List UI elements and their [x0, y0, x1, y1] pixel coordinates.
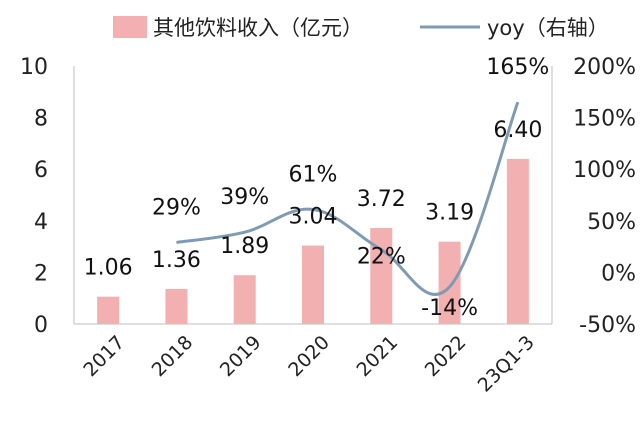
right-tick-label: 150% — [573, 107, 636, 132]
left-tick-label: 6 — [34, 158, 48, 183]
bar — [165, 288, 188, 324]
x-tick-label: 2020 — [284, 331, 334, 381]
right-tick-label: 200% — [573, 55, 636, 80]
right-tick-label: 50% — [587, 210, 636, 235]
yoy-value-label: 22% — [357, 245, 406, 270]
bar-value-label: 6.40 — [493, 118, 542, 143]
bar — [438, 241, 461, 324]
yoy-line — [176, 101, 520, 296]
left-tick-label: 8 — [34, 107, 48, 132]
bar — [233, 275, 256, 324]
yoy-line-path — [176, 101, 520, 296]
x-tick-label: 2022 — [421, 331, 471, 381]
bar-value-label: 3.04 — [289, 205, 338, 230]
bar — [506, 158, 529, 324]
data-labels: 1.06 1.36 1.89 3.04 3.72 3.19 6.40 29% 39% 61% 22%… — [84, 55, 550, 321]
yoy-value-label: 29% — [152, 195, 201, 220]
bars — [97, 158, 529, 324]
legend-swatch-bar — [113, 16, 147, 38]
bar-value-label: 3.72 — [357, 187, 406, 212]
yoy-value-label: 61% — [289, 162, 338, 187]
bar-value-label: 1.06 — [84, 256, 133, 281]
right-tick-label: -50% — [579, 313, 636, 338]
bar-value-label: 3.19 — [425, 201, 474, 226]
left-tick-label: 4 — [34, 210, 48, 235]
bar — [97, 296, 120, 324]
bar — [370, 228, 393, 324]
x-tick-label: 2019 — [216, 331, 266, 381]
left-tick-label: 10 — [20, 55, 48, 80]
right-tick-label: 0% — [601, 261, 636, 286]
x-tick-label: 2021 — [352, 331, 402, 381]
left-tick-label: 2 — [34, 261, 48, 286]
left-tick-label: 0 — [34, 313, 48, 338]
legend-label-bar: 其他饮料收入（亿元） — [153, 16, 363, 40]
yoy-value-label: -14% — [421, 296, 478, 321]
x-tick-label: 23Q1-3 — [474, 331, 539, 396]
x-tick-label: 2017 — [79, 331, 129, 381]
bar-value-label: 1.36 — [152, 248, 201, 273]
legend: 其他饮料收入（亿元） yoy（右轴） — [113, 16, 609, 40]
right-tick-label: 100% — [573, 158, 636, 183]
bar — [302, 245, 324, 324]
yoy-value-label: 165% — [486, 55, 549, 80]
yoy-value-label: 39% — [220, 185, 269, 210]
bar-value-label: 1.89 — [220, 234, 269, 259]
x-tick-label: 2018 — [148, 331, 198, 381]
legend-label-line: yoy（右轴） — [487, 16, 609, 40]
